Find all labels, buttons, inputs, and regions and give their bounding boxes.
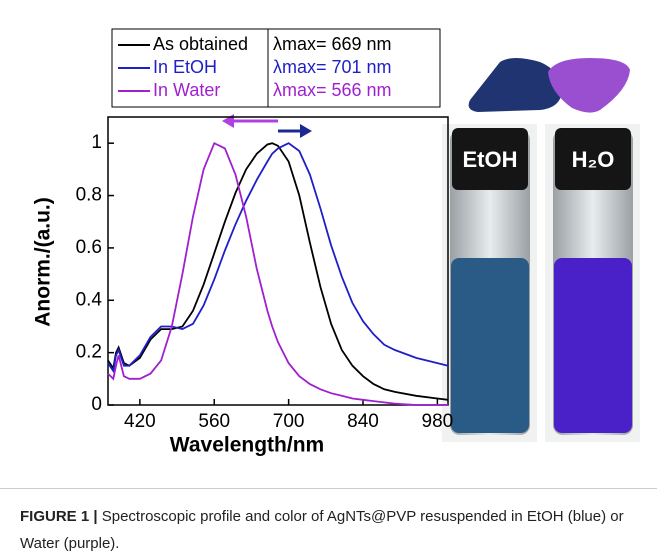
caption-text: Spectroscopic profile and color of AgNTs… xyxy=(20,508,624,552)
series-line xyxy=(107,141,448,406)
caption: FIGURE 1 | Spectroscopic profile and col… xyxy=(0,488,657,554)
x-tick-label: 980 xyxy=(422,411,454,432)
annotation: λmax= 669 nm xyxy=(273,34,392,54)
plot-frame xyxy=(107,116,449,406)
x-tick-label: 840 xyxy=(347,411,379,432)
photos xyxy=(442,58,640,442)
x-tick-label: 420 xyxy=(124,411,156,432)
series-line xyxy=(107,142,449,374)
y-tick-label: 0 xyxy=(91,394,102,415)
x-tick-label: 700 xyxy=(273,411,305,432)
photo-label: EtOH xyxy=(463,147,518,172)
y-tick-label: 0.6 xyxy=(76,237,102,258)
y-tick-label: 0.2 xyxy=(76,342,102,363)
legend-label: As obtained xyxy=(153,34,248,54)
x-axis-label: Wavelength/nm xyxy=(170,434,324,457)
legend-label: In EtOH xyxy=(153,57,217,77)
annotation: λmax= 566 nm xyxy=(273,80,392,100)
photo-label: H₂O xyxy=(572,147,615,172)
caption-label: FIGURE 1 | xyxy=(20,508,98,525)
y-axis-label: Anorm./(a.u.) xyxy=(32,197,55,327)
series-line xyxy=(107,142,449,401)
figure: EtOH H₂O Wavelength/nm Anorm./(a.u.) 0 0.… xyxy=(32,28,640,457)
y-tick-label: 1 xyxy=(91,132,102,153)
legend-label: In Water xyxy=(153,80,220,100)
y-tick-label: 0.4 xyxy=(76,289,103,310)
y-tick-label: 0.8 xyxy=(76,185,102,206)
annotation-box xyxy=(267,28,441,108)
annotation: λmax= 701 nm xyxy=(273,57,392,77)
x-tick-label: 560 xyxy=(198,411,230,432)
